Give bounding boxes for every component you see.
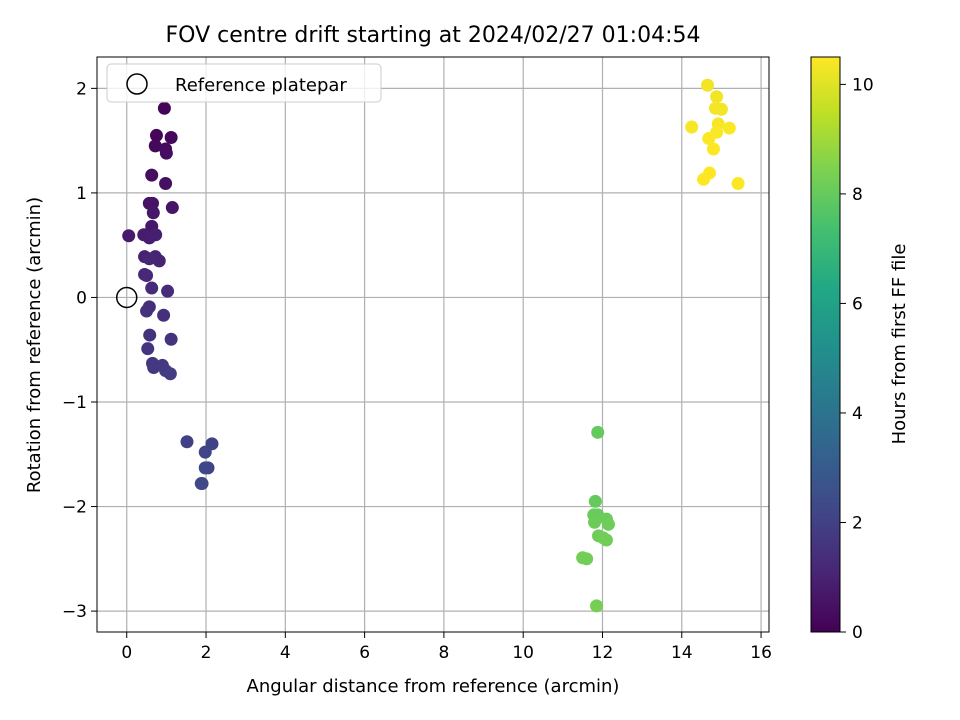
plot-frame	[96, 56, 770, 633]
y-tick-label: −3	[62, 602, 87, 622]
data-point	[198, 445, 212, 459]
data-point	[145, 281, 159, 295]
data-point	[731, 177, 745, 190]
data-point	[159, 146, 173, 160]
data-point	[198, 461, 212, 475]
legend-marker-icon	[126, 73, 148, 95]
colorbar-tick-label: 0	[852, 623, 863, 643]
y-tick-label: −2	[62, 498, 87, 518]
data-point	[706, 142, 720, 156]
colorbar-gradient	[810, 56, 841, 633]
chart-title: FOV centre drift starting at 2024/02/27 …	[166, 23, 701, 48]
data-point	[590, 599, 604, 613]
colorbar-tick-label: 6	[852, 294, 863, 314]
y-axis-label: Rotation from reference (arcmin)	[24, 197, 45, 493]
colorbar-tick-label: 8	[852, 185, 863, 205]
data-point	[710, 90, 724, 104]
x-tick-label: 6	[359, 643, 370, 663]
legend-box	[106, 63, 382, 103]
data-point	[149, 128, 163, 142]
x-tick-label: 0	[121, 643, 132, 663]
colorbar-tick-label: 4	[852, 404, 863, 424]
data-point	[685, 120, 699, 134]
data-point	[163, 367, 177, 381]
data-point	[591, 425, 605, 439]
data-point	[141, 342, 155, 356]
y-tick-label: 1	[76, 184, 87, 204]
data-point	[165, 201, 179, 215]
x-axis-ticks: 0 2 4 6 8 10 12 14 16	[121, 632, 772, 663]
data-point	[148, 139, 162, 153]
data-point	[159, 177, 173, 190]
data-point	[599, 533, 613, 547]
colorbar-label: Hours from first FF file	[889, 244, 910, 445]
reference-marker	[115, 286, 138, 309]
data-point	[601, 517, 615, 531]
data-point	[714, 102, 728, 116]
data-point	[152, 254, 166, 268]
legend-label: Reference platepar	[175, 75, 347, 96]
x-tick-label: 2	[201, 643, 212, 663]
colorbar: 0 2 4 6 8 10 Hours from first FF file	[810, 56, 910, 643]
x-tick-label: 14	[671, 643, 693, 663]
x-tick-label: 10	[512, 643, 534, 663]
x-tick-label: 4	[280, 643, 291, 663]
data-point	[149, 228, 163, 242]
data-point	[164, 332, 178, 346]
legend: Reference platepar	[106, 63, 382, 103]
data-point	[194, 477, 208, 491]
data-point	[143, 328, 157, 342]
data-point	[122, 229, 136, 243]
colorbar-tick-label: 2	[852, 513, 863, 533]
data-point	[142, 252, 156, 266]
y-tick-label: 0	[76, 288, 87, 308]
data-point	[161, 284, 175, 298]
data-point	[140, 269, 154, 282]
x-tick-label: 16	[750, 643, 772, 663]
y-tick-label: −1	[62, 393, 87, 413]
colorbar-tick-label: 10	[852, 75, 874, 95]
data-point	[157, 308, 171, 322]
data-point	[146, 196, 160, 210]
data-point	[580, 552, 594, 566]
data-point	[588, 494, 602, 508]
x-tick-label: 12	[592, 643, 614, 663]
colorbar-ticks: 0 2 4 6 8 10	[840, 75, 874, 643]
data-point	[697, 172, 711, 186]
data-point	[157, 101, 171, 115]
y-axis-ticks: −3 −2 −1 0 1 2	[62, 79, 97, 622]
data-point	[180, 435, 194, 449]
data-point	[146, 206, 160, 220]
data-point	[701, 78, 715, 92]
data-point	[145, 168, 159, 182]
y-tick-label: 2	[76, 79, 87, 99]
x-tick-label: 8	[438, 643, 449, 663]
reference-point	[115, 286, 138, 309]
x-axis-label: Angular distance from reference (arcmin)	[247, 676, 620, 697]
data-point	[140, 304, 154, 318]
grid-lines	[97, 57, 769, 632]
data-points	[122, 78, 745, 613]
data-point	[722, 121, 736, 135]
data-point	[588, 515, 602, 529]
data-point	[702, 132, 716, 146]
data-point	[164, 131, 178, 144]
